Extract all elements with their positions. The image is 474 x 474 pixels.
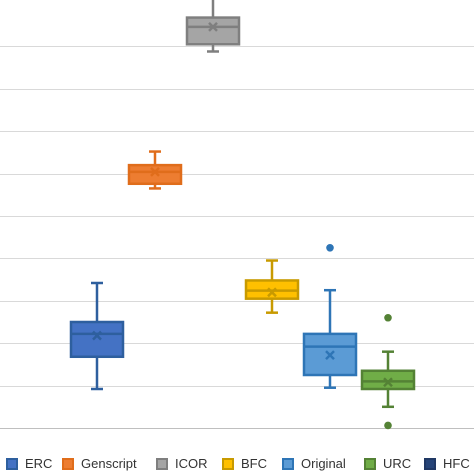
iqr-box bbox=[185, 16, 241, 46]
mean-marker bbox=[150, 167, 160, 177]
iqr-box bbox=[69, 320, 125, 359]
box-icor bbox=[185, 0, 241, 53]
legend-label: HFC bbox=[443, 456, 470, 471]
legend-item-erc: ERC bbox=[6, 456, 52, 471]
mean-marker-stroke bbox=[325, 350, 335, 360]
mean-marker-stroke bbox=[92, 330, 102, 341]
box-bfc bbox=[244, 259, 300, 314]
legend-item-urc: URC bbox=[364, 456, 411, 471]
outlier-point bbox=[326, 244, 334, 252]
legend-label: BFC bbox=[241, 456, 267, 471]
legend-label: ICOR bbox=[175, 456, 208, 471]
mean-marker-stroke bbox=[267, 287, 277, 298]
legend-label: ERC bbox=[25, 456, 53, 471]
legend-swatch bbox=[222, 457, 234, 470]
legend: ERC Genscript ICOR BFC Original URC HFC bbox=[0, 452, 474, 474]
box-genscript bbox=[127, 150, 183, 190]
box-series bbox=[69, 0, 416, 430]
legend-label: Genscript bbox=[81, 456, 137, 471]
iqr-box bbox=[127, 163, 183, 186]
legend-item-icor: ICOR bbox=[156, 456, 208, 471]
legend-item-hfc: HFC bbox=[424, 456, 470, 471]
mean-marker bbox=[208, 22, 218, 32]
legend-swatch bbox=[156, 457, 168, 470]
box-original bbox=[302, 244, 358, 389]
legend-swatch bbox=[62, 457, 74, 470]
mean-marker-stroke bbox=[383, 377, 393, 388]
mean-marker-stroke bbox=[150, 167, 160, 177]
legend-item-genscript: Genscript bbox=[62, 456, 137, 471]
mean-marker bbox=[267, 287, 277, 298]
mean-marker bbox=[383, 377, 393, 388]
box-plot-chart bbox=[0, 0, 474, 430]
outlier-point bbox=[384, 421, 392, 430]
legend-swatch bbox=[364, 457, 376, 470]
legend-item-original: Original bbox=[282, 456, 346, 471]
mean-marker bbox=[92, 330, 102, 341]
legend-label: URC bbox=[383, 456, 412, 471]
legend-swatch bbox=[424, 457, 436, 470]
legend-item-bfc: BFC bbox=[222, 456, 267, 471]
legend-swatch bbox=[6, 457, 18, 470]
legend-label: Original bbox=[301, 456, 346, 471]
box-erc bbox=[69, 281, 125, 391]
box-urc bbox=[360, 313, 416, 430]
mean-marker-stroke bbox=[208, 22, 218, 32]
mean-marker bbox=[325, 350, 335, 360]
legend-swatch bbox=[282, 457, 294, 470]
outlier-point bbox=[384, 313, 392, 322]
iqr-box bbox=[360, 369, 416, 391]
